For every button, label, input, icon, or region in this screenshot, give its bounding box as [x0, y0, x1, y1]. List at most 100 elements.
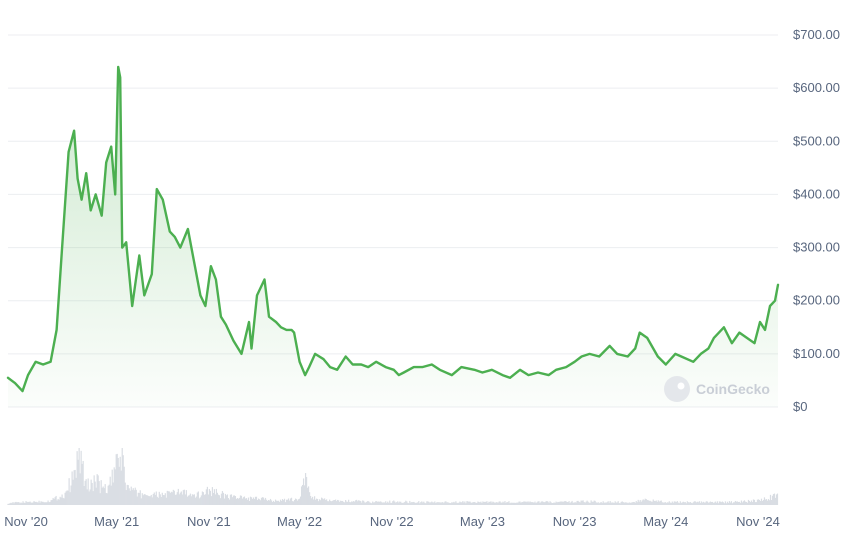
volume-bar	[220, 493, 223, 505]
volume-bar	[10, 502, 12, 505]
volume-bar	[429, 502, 431, 505]
volume-bar	[502, 501, 504, 505]
volume-bar	[670, 502, 672, 505]
volume-bar	[657, 500, 659, 505]
volume-bar	[573, 502, 575, 505]
volume-bar	[16, 502, 18, 505]
volume-bar	[544, 502, 546, 505]
volume-bar	[484, 501, 486, 505]
volume-bar	[580, 500, 582, 505]
volume-bar	[94, 481, 96, 505]
volume-bar	[363, 500, 365, 505]
volume-bar	[93, 475, 95, 505]
volume-bar	[517, 502, 519, 505]
volume-bar	[747, 499, 750, 505]
volume-bar	[121, 448, 123, 505]
volume-bar	[157, 497, 159, 505]
volume-bar	[413, 501, 415, 505]
volume-bar	[467, 501, 469, 505]
volume-bar	[216, 492, 219, 505]
volume-bar	[33, 501, 35, 505]
coingecko-watermark: CoinGecko	[664, 376, 770, 402]
volume-bar	[541, 501, 543, 505]
volume-bar	[229, 494, 232, 505]
volume-bar	[68, 478, 70, 505]
volume-bar	[312, 499, 315, 505]
volume-bar	[294, 498, 297, 505]
volume-bar	[714, 501, 716, 505]
volume-bar	[450, 503, 452, 505]
volume-bar	[156, 496, 158, 505]
volume-bar	[298, 498, 301, 505]
volume-bar	[134, 487, 136, 505]
volume-bar	[542, 501, 544, 505]
volume-bar	[605, 502, 607, 505]
volume-bar	[32, 502, 34, 505]
volume-bar	[709, 501, 711, 505]
volume-bar	[164, 493, 166, 505]
volume-bar	[396, 502, 398, 505]
volume-bar	[625, 502, 627, 505]
volume-bar	[387, 501, 389, 505]
volume-bars	[7, 448, 779, 505]
volume-bar	[182, 490, 184, 505]
volume-bar	[275, 500, 278, 505]
volume-bar	[587, 501, 589, 505]
volume-bar	[449, 503, 451, 505]
volume-bar	[23, 502, 25, 505]
volume-bar	[769, 494, 772, 505]
volume-bar	[224, 493, 227, 505]
volume-bar	[407, 502, 409, 505]
volume-bar	[36, 502, 38, 505]
volume-bar	[685, 503, 687, 505]
volume-bar	[523, 501, 525, 505]
volume-bar	[390, 502, 392, 505]
volume-bar	[766, 500, 769, 505]
volume-bar	[85, 479, 87, 505]
volume-bar	[69, 492, 71, 505]
volume-bar	[305, 476, 308, 505]
volume-bar	[516, 502, 518, 505]
coingecko-logo-eye	[677, 382, 685, 390]
volume-bar	[168, 491, 170, 505]
volume-bar	[668, 501, 670, 505]
volume-bar	[521, 501, 523, 505]
volume-bar	[704, 502, 706, 505]
volume-bar	[143, 494, 145, 505]
volume-bar	[30, 502, 32, 505]
volume-bar	[495, 502, 497, 505]
volume-bar	[293, 499, 296, 505]
volume-bar	[623, 502, 625, 505]
volume-bar	[757, 499, 760, 505]
volume-bar	[640, 501, 642, 505]
volume-bar	[537, 501, 539, 505]
volume-bar	[725, 503, 727, 505]
volume-bar	[592, 501, 594, 505]
volume-bar	[241, 498, 244, 505]
volume-bar	[384, 502, 386, 505]
volume-bar	[750, 500, 753, 505]
volume-bar	[186, 496, 188, 505]
volume-bar	[65, 491, 67, 505]
volume-bar	[556, 502, 558, 505]
volume-bar	[705, 501, 707, 505]
volume-bar	[453, 501, 455, 505]
volume-bar	[99, 493, 101, 505]
volume-bar	[301, 484, 304, 505]
volume-bar	[120, 470, 122, 505]
volume-bar	[469, 501, 471, 505]
volume-bar	[494, 502, 496, 505]
volume-bar	[48, 502, 50, 505]
volume-bar	[332, 500, 334, 505]
volume-bar	[362, 500, 364, 505]
volume-bar	[559, 501, 561, 505]
volume-bar	[17, 502, 19, 505]
volume-bar	[765, 499, 768, 505]
volume-bar	[381, 502, 383, 505]
volume-bar	[124, 482, 126, 505]
volume-bar	[317, 498, 319, 505]
volume-bar	[314, 499, 317, 505]
volume-bar	[710, 502, 712, 505]
volume-bar	[95, 487, 97, 505]
volume-bar	[309, 495, 312, 505]
